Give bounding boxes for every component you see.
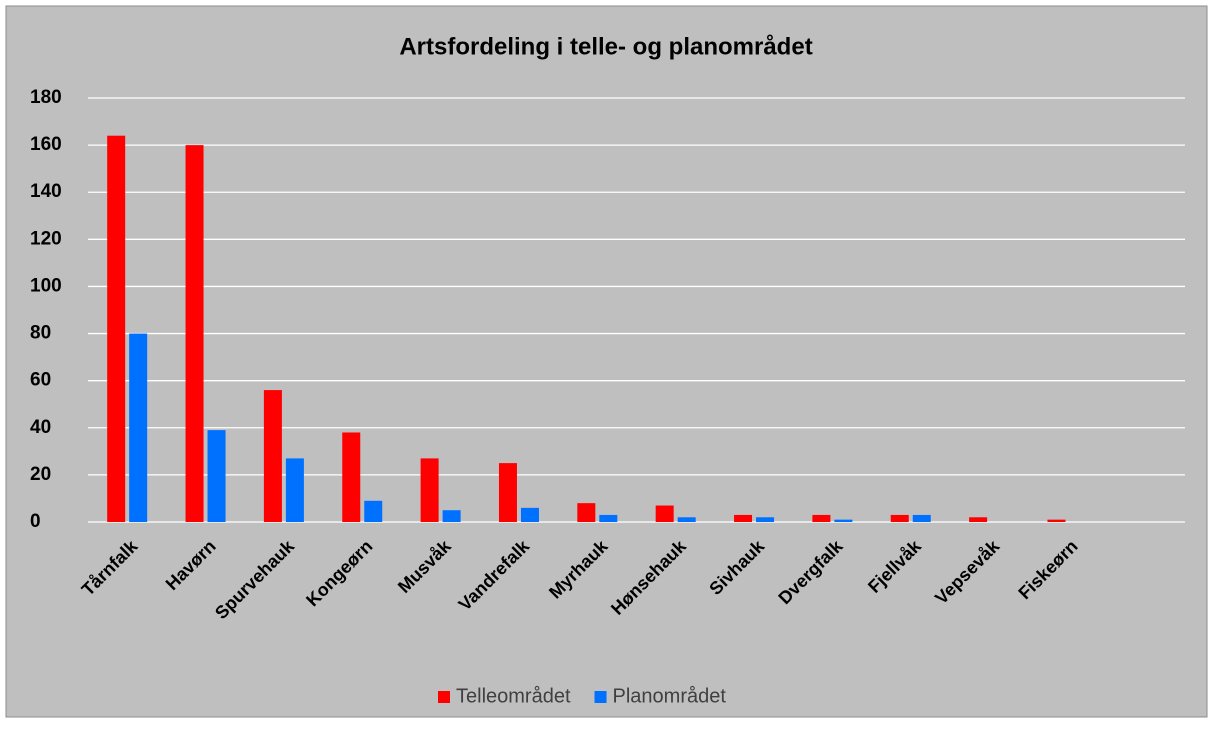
bar	[498, 463, 517, 522]
bar	[185, 145, 204, 522]
legend-label: Telleområdet	[456, 685, 571, 707]
bar	[890, 514, 909, 522]
legend-swatch	[438, 691, 450, 703]
bar	[342, 432, 361, 522]
y-tick-label: 100	[30, 275, 62, 296]
chart-title: Artsfordeling i telle- og planområdet	[399, 33, 812, 60]
bar	[834, 519, 853, 522]
bar	[756, 517, 775, 522]
chart-background	[5, 5, 1208, 718]
y-tick-label: 140	[30, 181, 62, 202]
y-tick-label: 20	[30, 464, 51, 485]
bar	[285, 458, 304, 522]
bar	[577, 503, 596, 522]
bar	[655, 505, 674, 522]
legend-label: Planområdet	[613, 685, 727, 707]
bar	[364, 500, 383, 522]
bar	[734, 514, 753, 522]
bar	[442, 510, 461, 522]
y-tick-label: 40	[30, 417, 51, 438]
bar	[420, 458, 439, 522]
y-tick-label: 0	[30, 511, 41, 532]
legend-swatch	[594, 691, 607, 703]
bar	[207, 430, 226, 522]
y-tick-label: 180	[30, 87, 62, 108]
y-tick-label: 160	[30, 134, 62, 155]
bar	[812, 514, 831, 522]
y-tick-label: 80	[30, 323, 51, 344]
bar	[969, 517, 988, 522]
bar	[263, 390, 282, 522]
bar	[129, 333, 148, 522]
bar	[912, 514, 931, 522]
bar	[1047, 519, 1066, 522]
y-tick-label: 120	[30, 228, 62, 249]
bar	[107, 135, 126, 522]
y-tick-label: 60	[30, 370, 51, 391]
bar	[520, 507, 539, 522]
bar	[599, 514, 618, 522]
bar	[677, 517, 696, 522]
